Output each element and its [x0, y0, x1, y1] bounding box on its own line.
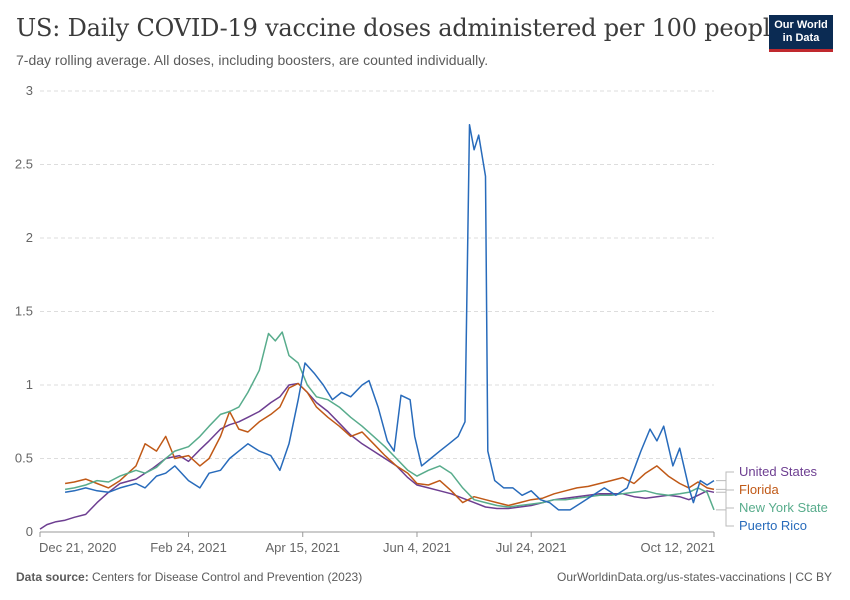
legend-label-puerto-rico: Puerto Rico [739, 518, 807, 533]
series-line-new-york-state [64, 331, 715, 511]
series-line-puerto-rico [64, 124, 715, 511]
attribution-link[interactable]: OurWorldinData.org/us-states-vaccination… [557, 570, 832, 584]
data-source: Data source: Centers for Disease Control… [16, 570, 362, 584]
x-tick-label: Jun 4, 2021 [383, 540, 451, 555]
logo-line-1: Our World [774, 19, 828, 31]
legend-connector-florida [716, 488, 734, 491]
x-tick-label: Feb 24, 2021 [150, 540, 227, 555]
y-tick-label: 2.5 [15, 157, 33, 172]
data-source-text: Centers for Disease Control and Preventi… [92, 570, 363, 584]
owid-logo[interactable]: Our World in Data [769, 15, 833, 52]
x-tick-label: Jul 24, 2021 [496, 540, 567, 555]
legend-connector-new-york-state [716, 507, 734, 511]
chart-subtitle: 7-day rolling average. All doses, includ… [16, 52, 489, 68]
x-tick-label: Oct 12, 2021 [641, 540, 715, 555]
legend-label-new-york-state: New York State [739, 500, 828, 515]
series-line-florida [64, 382, 715, 507]
y-tick-label: 1 [26, 377, 33, 392]
y-tick-label: 1.5 [15, 304, 33, 319]
y-tick-label: 0 [26, 524, 33, 539]
line-chart: 0 0.5 1 1.5 2 2.5 3 Dec 21, 2020 Feb 24, 2021 Apr… [15, 83, 828, 555]
legend-label-florida: Florida [739, 482, 780, 497]
legend-label-united-states: United States [739, 464, 818, 479]
x-tick-label: Dec 21, 2020 [39, 540, 116, 555]
y-tick-label: 0.5 [15, 451, 33, 466]
data-source-label: Data source: [16, 570, 89, 584]
legend-connector-puerto-rico [716, 480, 734, 527]
chart-title: US: Daily COVID-19 vaccine doses adminis… [16, 14, 785, 42]
series-line-united-states [39, 382, 715, 530]
logo-line-2: in Data [782, 32, 820, 44]
y-tick-label: 2 [26, 230, 33, 245]
x-tick-label: Apr 15, 2021 [266, 540, 340, 555]
y-tick-label: 3 [26, 83, 33, 98]
